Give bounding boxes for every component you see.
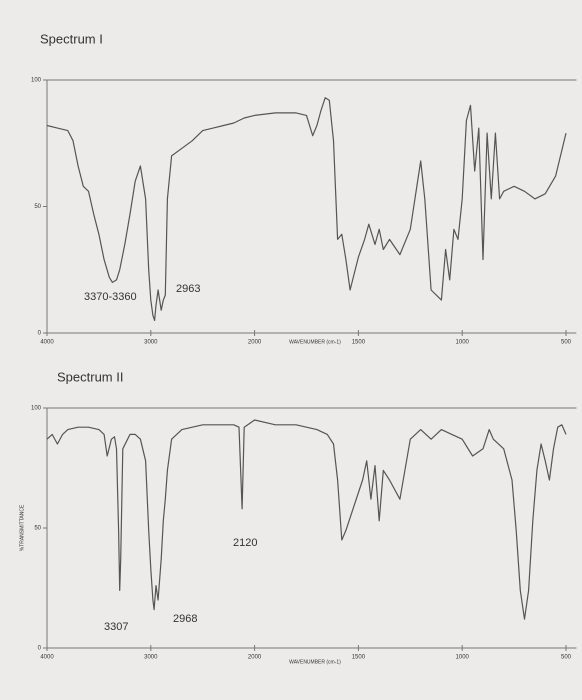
x-tick-label: 2000: [248, 655, 262, 661]
annotation: 2120: [233, 537, 257, 549]
y-tick-label: 0: [38, 331, 42, 337]
x-tick-label: 1500: [352, 340, 366, 346]
x-tick-label: 500: [561, 340, 572, 346]
y-tick-label: 100: [31, 406, 42, 412]
x-tick-label: 1000: [456, 340, 470, 346]
x-tick-label: 1000: [456, 655, 470, 661]
spectrum-line: [46, 97, 567, 321]
annotation: 2968: [173, 613, 197, 625]
y-tick-label: 50: [34, 526, 41, 532]
x-tick-label: 4000: [40, 340, 54, 346]
chart-title: Spectrum I: [40, 31, 103, 46]
annotation: 3370-3360: [84, 291, 137, 303]
chart-title: Spectrum II: [57, 369, 123, 384]
x-tick-label: 1500: [352, 655, 366, 661]
annotation: 3307: [104, 621, 128, 633]
x-tick-label: 3000: [144, 655, 158, 661]
x-tick-label: 4000: [40, 655, 54, 661]
x-axis-label: WAVENUMBER (cm-1): [289, 339, 341, 345]
x-axis-label: WAVENUMBER (cm-1): [289, 659, 341, 665]
y-tick-label: 50: [34, 204, 41, 210]
y-tick-label: 0: [38, 646, 42, 652]
x-tick-label: 2000: [248, 340, 262, 346]
y-axis-label: %TRANSMITTANCE: [19, 504, 25, 551]
annotation: 2963: [176, 283, 200, 295]
x-tick-label: 3000: [144, 340, 158, 346]
x-tick-label: 500: [561, 655, 572, 661]
spectrum-line: [46, 419, 567, 620]
y-tick-label: 100: [31, 78, 42, 84]
